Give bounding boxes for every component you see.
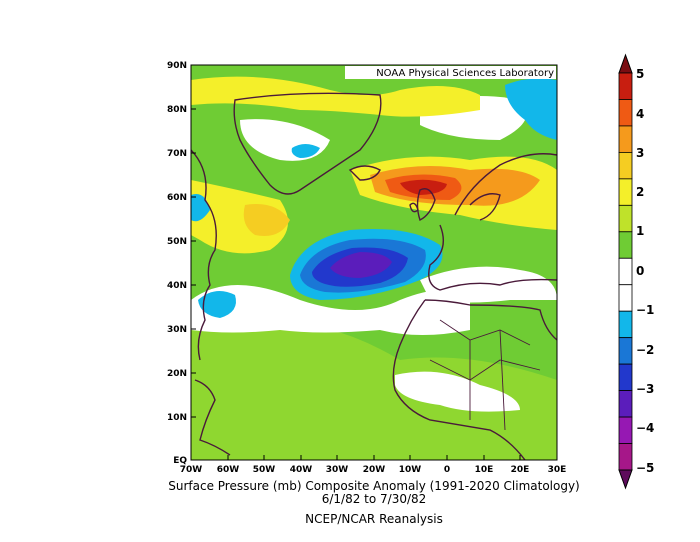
colorbar-segment [618,443,633,471]
colorbar-segment [618,72,633,100]
colorbar-segment [618,204,633,233]
lon-label: 0 [444,465,450,475]
anomaly-field [191,65,557,460]
lat-label: 10N [167,413,187,423]
lat-ticks [191,108,196,418]
colorbar [618,53,633,490]
lon-label: 30E [548,465,567,475]
latitude-labels: 90N 80N 70N 60N 50N 40N 30N 20N 10N EQ [167,61,187,466]
longitude-labels: 70W 60W 50W 40W 30W 20W 10W 0 10E 20E 30… [180,465,567,475]
colorbar-tick-label: 0 [636,264,644,278]
lat-label: 40N [167,281,187,291]
colorbar-segment [618,125,633,153]
lat-label: 70N [167,149,187,159]
lat-label: 20N [167,369,187,379]
colorbar-labels: 5 4 3 2 1 0 −1 −2 −3 −4 −5 [636,67,654,475]
colorbar-tick-label: −2 [636,343,654,357]
colorbar-tick-label: −4 [636,421,654,435]
lon-label: 60W [217,465,240,475]
lon-label: 70W [180,465,203,475]
lat-label: 30N [167,325,187,335]
colorbar-bottom-arrow [618,469,633,490]
lat-label: 80N [167,105,187,115]
lon-label: 10E [475,465,494,475]
lon-ticks [227,455,521,460]
colorbar-tick-label: −5 [636,461,654,475]
colorbar-segment [618,231,633,259]
map-title: Surface Pressure (mb) Composite Anomaly … [168,479,580,493]
lat-label: 60N [167,193,187,203]
credit-text: NOAA Physical Sciences Laboratory [376,68,554,79]
lat-label: EQ [173,456,187,466]
credit-box [345,66,556,79]
colorbar-tick-label: −1 [636,303,654,317]
colorbar-segment [618,151,633,180]
colorbar-segment [618,363,633,391]
colorbar-top-arrow [618,53,633,74]
colorbar-segment [618,390,633,418]
lon-label: 20W [363,465,386,475]
colorbar-segment [618,178,633,206]
lon-label: 10W [399,465,422,475]
date-range: 6/1/82 to 7/30/82 [322,492,427,506]
colorbar-segment [618,284,633,312]
colorbar-tick-label: 2 [636,185,644,199]
colorbar-tick-label: 4 [636,107,644,121]
colorbar-tick-label: −3 [636,382,654,396]
colorbar-tick-label: 5 [636,67,644,81]
data-source: NCEP/NCAR Reanalysis [305,512,443,526]
colorbar-segment [618,257,633,286]
colorbar-tick-label: 3 [636,146,644,160]
lon-label: 30W [326,465,349,475]
lon-label: 50W [253,465,276,475]
lon-label: 40W [290,465,313,475]
colorbar-segment [618,337,633,365]
colorbar-tick-label: 1 [636,224,644,238]
lon-label: 20E [511,465,530,475]
colorbar-segment [618,310,633,339]
lat-label: 90N [167,61,187,71]
lat-label: 50N [167,237,187,247]
coastlines [191,92,557,460]
colorbar-segment [618,416,633,444]
colorbar-segment [618,99,633,127]
